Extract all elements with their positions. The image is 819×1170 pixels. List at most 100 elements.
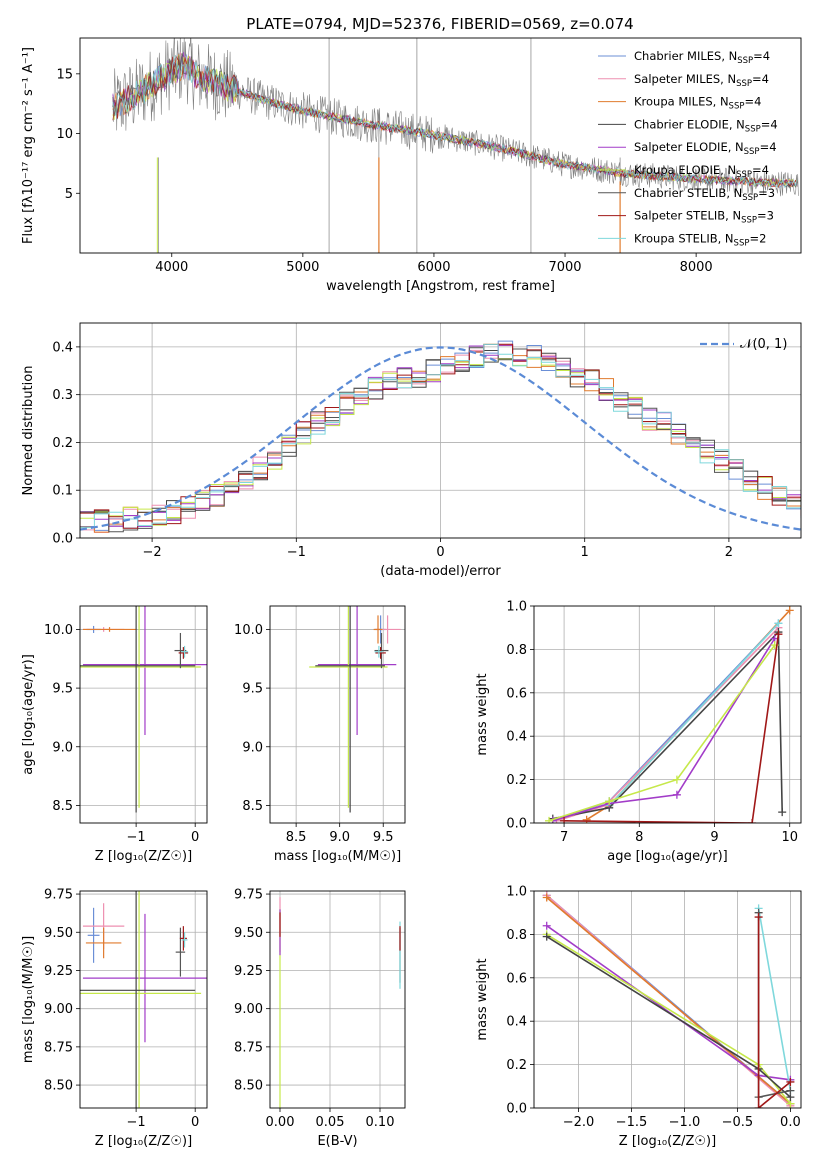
legend-text: Salpeter STELIB, N — [634, 209, 741, 223]
histogram-step-line — [80, 344, 801, 538]
marker-plus — [778, 808, 787, 817]
plot-area — [270, 891, 405, 1108]
axes-frame — [79, 890, 208, 1109]
legend-label: Chabrier STELIB, NSSP=3 — [634, 186, 775, 203]
mass-weight-series-line — [564, 634, 780, 823]
marker-plus — [754, 913, 763, 922]
x-axis-label: Z [log₁₀(Z/Z☉)] — [95, 849, 192, 864]
errorbar-point — [175, 927, 186, 977]
y-tick-label: 0.0 — [506, 817, 527, 832]
plot-area — [80, 891, 207, 1108]
y-tick-label: 0.0 — [506, 1102, 527, 1117]
x-tick-label: 10 — [781, 830, 798, 845]
errorbar-point — [374, 645, 384, 658]
legend-text: Chabrier STELIB, N — [634, 186, 742, 200]
x-tick-label: −2.0 — [563, 1115, 595, 1130]
errorbar-point — [82, 606, 207, 736]
y-tick-label: 0.4 — [506, 1015, 527, 1030]
errorbar-point — [82, 913, 207, 1043]
legend-suffix: =4 — [753, 49, 770, 63]
x-tick-label: −0.5 — [722, 1115, 754, 1130]
y-axis-label: mass [log₁₀(M/M☉)] — [21, 936, 36, 1063]
y-tick-label: 0.6 — [506, 971, 527, 986]
legend-text: Salpeter MILES, N — [634, 72, 736, 86]
x-tick-label: 9 — [710, 830, 718, 845]
legend-suffix: =3 — [758, 186, 775, 200]
x-tick-label: −1 — [127, 1115, 146, 1130]
x-tick-label: 9.5 — [373, 830, 394, 845]
legend-suffix: =4 — [760, 140, 777, 154]
x-tick-label: 8.5 — [286, 830, 307, 845]
plot-area — [80, 606, 207, 823]
mass-weight-series-line — [757, 908, 792, 1091]
legend-text: Kroupa STELIB, N — [634, 231, 734, 245]
axes-frame — [269, 890, 406, 1109]
errorbar-point — [80, 606, 202, 808]
marker-plus — [748, 819, 757, 823]
y-tick-label: 9.25 — [234, 964, 263, 979]
y-tick-label: 0.4 — [52, 340, 73, 355]
errorbar-point — [80, 606, 196, 813]
x-tick-label: 0 — [191, 1115, 199, 1130]
marker-plus — [542, 921, 551, 930]
x-tick-label: −1.5 — [616, 1115, 648, 1130]
panel-residual_histogram: −2 −1 0 1 2 0.0 0.1 0.2 0.3 0.4 (data-model)/error… — [21, 322, 802, 579]
x-tick-label: 0 — [191, 830, 199, 845]
x-tick-label: −1 — [127, 830, 146, 845]
marker-plus — [545, 816, 554, 823]
plot-area — [534, 891, 801, 1108]
y-tick-label: 8.5 — [52, 799, 73, 814]
y-tick-label: 8.75 — [44, 1040, 73, 1055]
legend-text: Kroupa MILES, N — [634, 95, 729, 109]
legend-label: Kroupa ELODIE, NSSP=4 — [634, 163, 769, 180]
y-tick-label: 8.50 — [44, 1079, 73, 1094]
errorbar-point — [315, 606, 385, 813]
x-tick-label: 9.0 — [329, 830, 350, 845]
mass-weight-series-line — [546, 925, 791, 1081]
errorbar-point — [85, 927, 122, 959]
y-tick-label: 8.50 — [234, 1079, 263, 1094]
legend-label: Chabrier ELODIE, NSSP=4 — [634, 117, 778, 134]
histogram-step-line — [80, 343, 801, 538]
legend-text: Kroupa ELODIE, N — [634, 163, 736, 177]
x-tick-label: 0 — [436, 545, 444, 560]
legend-label: 𝒩(0, 1) — [740, 337, 787, 352]
legend-subscript: SSP — [729, 102, 745, 112]
y-axis-label: mass weight — [475, 673, 490, 755]
y-tick-label: 9.00 — [234, 1002, 263, 1017]
axes-frame — [79, 322, 802, 539]
plot-area — [270, 606, 405, 823]
panel-mass_vs_EBV: 0.00 0.05 0.10 8.50 8.75 9.00 9.25 9.50 9.75 E(B-… — [234, 888, 406, 1149]
y-tick-label: 9.0 — [242, 740, 263, 755]
x-tick-label: 2 — [725, 545, 733, 560]
y-tick-label: 9.75 — [234, 888, 263, 903]
marker-plus — [774, 619, 783, 628]
x-tick-label: 0.00 — [266, 1115, 295, 1130]
mass-weight-series-line — [586, 609, 791, 821]
x-axis-label: mass [log₁₀(M/M☉)] — [274, 849, 401, 864]
legend-text: Salpeter ELODIE, N — [634, 140, 744, 154]
legend-label: Kroupa MILES, NSSP=4 — [634, 95, 761, 112]
errorbar-point — [317, 606, 397, 736]
plot-area — [534, 606, 801, 823]
legend-subscript: SSP — [736, 170, 752, 180]
legend-subscript: SSP — [745, 124, 761, 134]
y-tick-label: 9.00 — [44, 1002, 73, 1017]
marker-plus — [786, 1077, 795, 1086]
y-tick-label: 0.3 — [52, 388, 73, 403]
histogram-step-line — [80, 347, 801, 538]
y-tick-label: 0.2 — [52, 436, 73, 451]
marker-plus — [786, 1086, 795, 1095]
x-tick-label: 8000 — [680, 260, 713, 275]
errorbar-point — [179, 926, 187, 951]
y-tick-label: 9.50 — [44, 926, 73, 941]
y-axis-label: age [log₁₀(age/yr)] — [21, 654, 36, 775]
legend-text: Chabrier MILES, N — [634, 49, 737, 63]
y-tick-label: 0.0 — [52, 532, 73, 547]
legend-suffix: =4 — [744, 95, 761, 109]
axes-frame — [533, 890, 802, 1109]
legend-label: Salpeter MILES, NSSP=4 — [634, 72, 769, 89]
axes-frame — [269, 605, 406, 824]
x-tick-label: 4000 — [155, 260, 188, 275]
x-tick-label: −1 — [287, 545, 306, 560]
